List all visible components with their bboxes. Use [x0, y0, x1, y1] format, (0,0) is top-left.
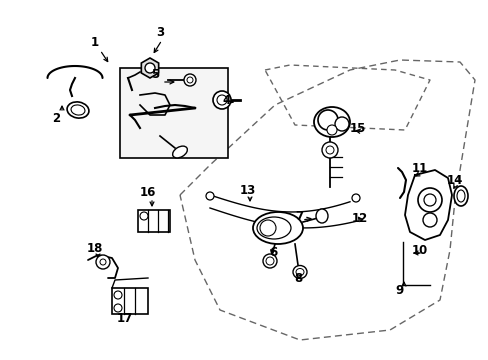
Circle shape: [321, 142, 337, 158]
Ellipse shape: [172, 146, 187, 158]
Ellipse shape: [315, 209, 327, 223]
Ellipse shape: [456, 190, 464, 202]
Ellipse shape: [252, 212, 303, 244]
Circle shape: [417, 188, 441, 212]
Circle shape: [140, 212, 148, 220]
Text: 1: 1: [91, 36, 99, 49]
Text: 12: 12: [351, 211, 367, 225]
Text: 5: 5: [151, 68, 159, 81]
Text: 18: 18: [87, 242, 103, 255]
Text: 16: 16: [140, 185, 156, 198]
Ellipse shape: [263, 254, 276, 268]
Text: 4: 4: [223, 94, 231, 107]
Circle shape: [205, 192, 214, 200]
Ellipse shape: [67, 102, 89, 118]
Ellipse shape: [71, 105, 85, 115]
Ellipse shape: [292, 266, 306, 279]
Circle shape: [96, 255, 110, 269]
Text: 13: 13: [240, 184, 256, 197]
Bar: [112, 288, 148, 314]
Circle shape: [186, 77, 193, 83]
Ellipse shape: [295, 269, 304, 275]
Text: 17: 17: [117, 311, 133, 324]
Circle shape: [183, 74, 196, 86]
Circle shape: [334, 117, 348, 131]
Ellipse shape: [257, 217, 290, 239]
Circle shape: [422, 213, 436, 227]
Bar: [138, 210, 170, 232]
Circle shape: [325, 146, 333, 154]
Circle shape: [114, 291, 122, 299]
Circle shape: [326, 125, 336, 135]
Circle shape: [317, 110, 337, 130]
Text: 11: 11: [411, 162, 427, 175]
Text: 10: 10: [411, 243, 427, 256]
Ellipse shape: [453, 186, 467, 206]
Ellipse shape: [313, 107, 349, 137]
Circle shape: [145, 63, 155, 73]
Text: 8: 8: [293, 271, 302, 284]
Circle shape: [260, 220, 275, 236]
Circle shape: [351, 194, 359, 202]
Text: 3: 3: [156, 26, 164, 39]
Circle shape: [423, 194, 435, 206]
Ellipse shape: [265, 257, 273, 265]
Circle shape: [213, 91, 230, 109]
Text: 2: 2: [52, 112, 60, 125]
Text: 6: 6: [268, 246, 277, 258]
Text: 14: 14: [446, 174, 462, 186]
Circle shape: [114, 304, 122, 312]
Bar: [120, 68, 227, 158]
Circle shape: [217, 95, 226, 105]
Text: 7: 7: [294, 210, 303, 222]
Text: 15: 15: [349, 122, 366, 135]
Circle shape: [100, 259, 106, 265]
Text: 9: 9: [395, 284, 403, 297]
